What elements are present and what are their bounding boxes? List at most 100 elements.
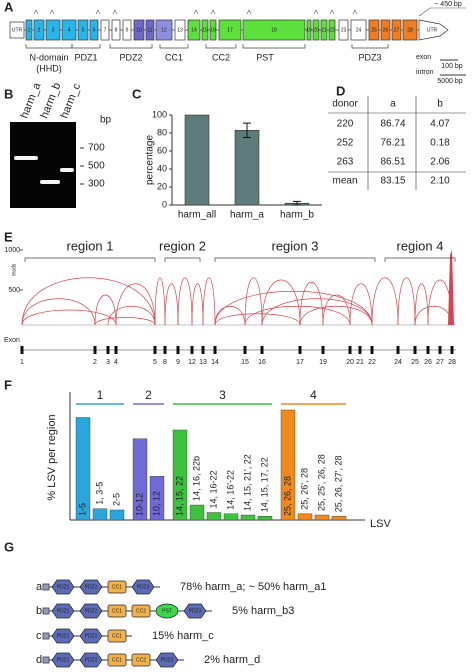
domain-label: CC1 bbox=[112, 608, 122, 614]
exon-label: 10 bbox=[136, 27, 142, 33]
region-label: region 3 bbox=[272, 238, 319, 253]
bar bbox=[257, 516, 273, 521]
exon-label: 16 bbox=[258, 359, 266, 366]
exon-block bbox=[298, 346, 302, 354]
exon-block bbox=[358, 346, 362, 354]
domain-label: N-domain bbox=[29, 52, 68, 62]
alt-mark bbox=[49, 9, 55, 15]
exon-block bbox=[396, 346, 400, 354]
exon-label: 2 bbox=[93, 359, 97, 366]
junction-arc bbox=[244, 306, 351, 326]
exon-label: 16 bbox=[210, 27, 216, 33]
exon bbox=[368, 19, 380, 41]
exon bbox=[145, 19, 155, 41]
isoform-letter: d bbox=[36, 654, 42, 666]
exon bbox=[312, 19, 320, 41]
bar bbox=[297, 513, 313, 521]
domain-label: PDZ3 bbox=[189, 608, 202, 614]
start-box bbox=[42, 656, 50, 664]
utr bbox=[418, 19, 449, 41]
table-header: donor bbox=[332, 99, 358, 110]
y-axis-label: percentage bbox=[145, 135, 156, 185]
domain-label: PST bbox=[162, 608, 172, 614]
exon bbox=[111, 19, 121, 41]
bar bbox=[172, 429, 188, 521]
gel-band bbox=[40, 180, 60, 184]
table-cell: 76.21 bbox=[380, 138, 405, 149]
panel-letter: B bbox=[4, 86, 13, 101]
isoform-label: 15% harm_c bbox=[152, 630, 214, 642]
pdz-domain bbox=[51, 652, 75, 668]
junction-arc bbox=[397, 277, 416, 326]
exon-label: 9 bbox=[176, 359, 180, 366]
junction-arc bbox=[349, 283, 373, 326]
exon-label: 19 bbox=[319, 359, 327, 366]
exon-label: 24 bbox=[394, 359, 402, 366]
exon bbox=[33, 19, 45, 41]
exon bbox=[218, 19, 242, 41]
exon bbox=[155, 19, 173, 41]
table-cell: 220 bbox=[337, 119, 354, 130]
isoform-letter: c bbox=[36, 630, 42, 642]
table-cell: 4.07 bbox=[430, 119, 450, 130]
exon-block bbox=[370, 346, 374, 354]
scale-label: 100 bp bbox=[441, 63, 463, 70]
bar bbox=[206, 512, 222, 521]
marker-label: 700 bbox=[88, 143, 105, 154]
marker-label: 500 bbox=[88, 161, 105, 172]
exon-label: 28 bbox=[448, 359, 456, 366]
junction-arc bbox=[261, 279, 301, 326]
bar-label: 25, 25', 26, 28 bbox=[316, 454, 326, 511]
panel-letter: G bbox=[4, 539, 14, 554]
junction-arc bbox=[191, 283, 204, 326]
panel-letter: F bbox=[4, 377, 12, 392]
exon bbox=[391, 19, 402, 41]
exon bbox=[328, 19, 336, 41]
domain-label: PDZ1 bbox=[57, 584, 70, 590]
bar bbox=[92, 508, 108, 521]
gel bbox=[10, 122, 76, 208]
exon bbox=[133, 19, 145, 41]
cc-domain bbox=[131, 653, 151, 667]
panel-letter: D bbox=[336, 83, 345, 98]
pdz-domain bbox=[155, 652, 179, 668]
domain-label: PDZ3 bbox=[161, 657, 174, 663]
y-tick-label: 1000 bbox=[4, 247, 20, 254]
alt-mark bbox=[193, 9, 199, 15]
alt-mark bbox=[329, 9, 335, 15]
exon-label: 26 bbox=[383, 27, 389, 33]
exon-block bbox=[176, 346, 180, 354]
alt-mark bbox=[210, 9, 216, 15]
exon bbox=[122, 19, 132, 41]
utr-label: UTR bbox=[427, 27, 438, 33]
exon-label: 22 bbox=[329, 27, 335, 33]
exon-label: 15 bbox=[241, 359, 249, 366]
table-cell: 263 bbox=[337, 157, 354, 168]
bar-label: 25, 26', 28 bbox=[299, 468, 309, 510]
y-tick-label: 0 bbox=[162, 199, 167, 209]
domain-label: PDZ1 bbox=[57, 633, 70, 639]
table-header: b bbox=[437, 99, 443, 110]
y-axis-label: reads bbox=[11, 263, 17, 276]
x-tick-label: harm_a bbox=[230, 210, 264, 221]
domain-label: CC1 bbox=[112, 633, 122, 639]
bar bbox=[223, 513, 239, 521]
junction-arc bbox=[244, 277, 263, 326]
domain-bracket bbox=[351, 44, 389, 49]
junction-arc bbox=[414, 283, 429, 326]
legend-label: exon bbox=[416, 54, 431, 61]
domain-bracket bbox=[159, 44, 189, 49]
domain-label: PDZ1 bbox=[74, 52, 97, 62]
exon-label: 21 bbox=[321, 27, 327, 33]
x-tick-label: harm_b bbox=[280, 210, 314, 221]
y-tick-label: 20 bbox=[157, 181, 167, 191]
bar-label: 1, 3-5 bbox=[94, 482, 104, 505]
exon bbox=[320, 19, 328, 41]
exon-label: 13 bbox=[177, 27, 183, 33]
junction-arc bbox=[154, 277, 166, 326]
exon-block bbox=[163, 346, 167, 354]
exon-label: 13 bbox=[199, 359, 207, 366]
table-cell: 86.51 bbox=[380, 157, 405, 168]
exon bbox=[402, 19, 418, 41]
bar bbox=[189, 504, 205, 521]
